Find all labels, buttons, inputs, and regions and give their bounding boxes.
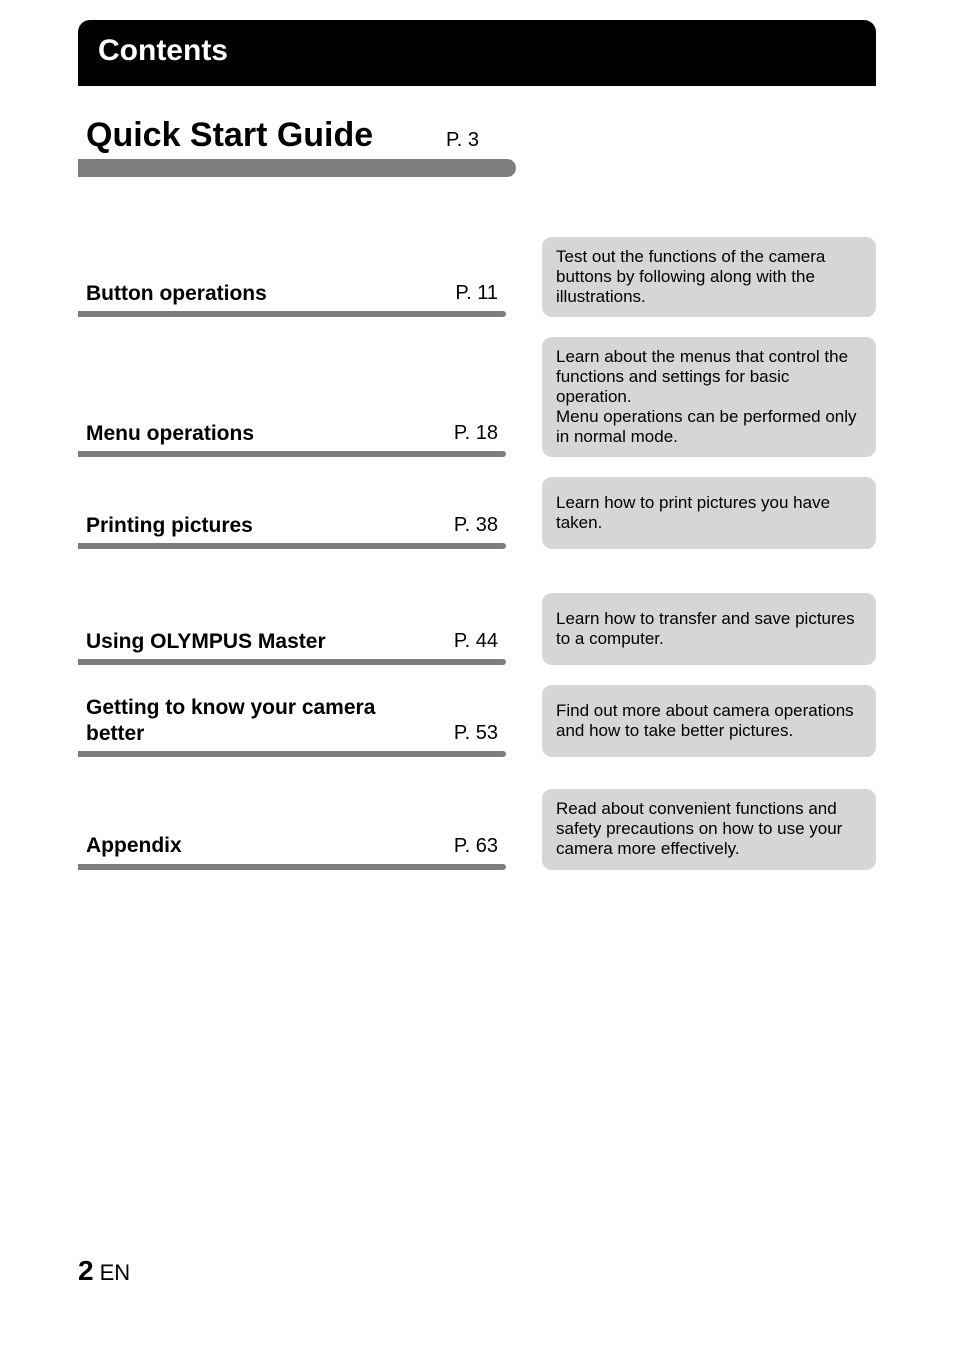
section-underline [78,864,506,870]
section-page: P. 44 [454,630,498,655]
section-description-text: Learn how to transfer and save pictures … [556,609,862,649]
section-underline [78,751,506,757]
section-page: P. 53 [454,722,498,747]
section-title-line: Using OLYMPUS Master P. 44 [78,629,506,657]
section-description-text: Read about convenient functions and safe… [556,799,862,859]
section-description: Find out more about camera operations an… [542,685,876,757]
section-title: Appendix [86,833,182,859]
section-row: Menu operations P. 18 Learn about the me… [78,337,876,457]
section-underline [78,311,506,317]
section-description: Learn about the menus that control the f… [542,337,876,457]
page-footer: 2 EN [78,1255,130,1287]
page-language: EN [100,1260,131,1286]
section-title: Using OLYMPUS Master [86,629,326,655]
section-underline [78,659,506,665]
page: Contents Quick Start Guide P. 3 Button o… [0,0,954,1357]
section-description-text: Learn how to print pictures you have tak… [556,493,862,533]
section-left: Getting to know your camera better P. 53 [78,685,516,757]
section-row: Appendix P. 63 Read about convenient fun… [78,789,876,869]
section-left: Menu operations P. 18 [78,337,516,457]
contents-header: Contents [78,20,876,86]
section-title: Menu operations [86,421,254,447]
section-title-line: Getting to know your camera better P. 53 [78,695,506,750]
section-left: Appendix P. 63 [78,789,516,869]
section-left: Printing pictures P. 38 [78,477,516,549]
section-title: Button operations [86,281,267,307]
section-row: Using OLYMPUS Master P. 44 Learn how to … [78,593,876,665]
section-title-line: Button operations P. 11 [78,281,506,309]
section-underline [78,543,506,549]
section-description: Learn how to print pictures you have tak… [542,477,876,549]
section-title: Printing pictures [86,513,253,539]
section-underline [78,451,506,457]
section-title-line: Printing pictures P. 38 [78,513,506,541]
section-description-text: Find out more about camera operations an… [556,701,862,741]
section-title-line: Menu operations P. 18 [78,421,506,449]
section-description-text: Test out the functions of the camera but… [556,247,862,307]
quick-start-page: P. 3 [446,129,479,152]
quick-start-title: Quick Start Guide [86,116,446,155]
section-row: Button operations P. 11 Test out the fun… [78,237,876,317]
section-left: Button operations P. 11 [78,237,516,317]
contents-title: Contents [98,34,856,68]
section-page: P. 11 [455,282,498,307]
section-row: Printing pictures P. 38 Learn how to pri… [78,477,876,549]
section-row: Getting to know your camera better P. 53… [78,685,876,757]
section-page: P. 63 [454,835,498,860]
section-description: Test out the functions of the camera but… [542,237,876,317]
section-left: Using OLYMPUS Master P. 44 [78,593,516,665]
section-page: P. 38 [454,514,498,539]
section-page: P. 18 [454,422,498,447]
section-title: Getting to know your camera better [86,695,386,748]
section-description: Learn how to transfer and save pictures … [542,593,876,665]
quick-start-underline [78,159,516,177]
section-title-line: Appendix P. 63 [78,833,506,861]
sections-list: Button operations P. 11 Test out the fun… [78,237,876,870]
page-number: 2 [78,1255,94,1287]
section-description: Read about convenient functions and safe… [542,789,876,869]
quick-start-row: Quick Start Guide P. 3 [78,116,876,159]
section-description-text: Learn about the menus that control the f… [556,347,862,447]
